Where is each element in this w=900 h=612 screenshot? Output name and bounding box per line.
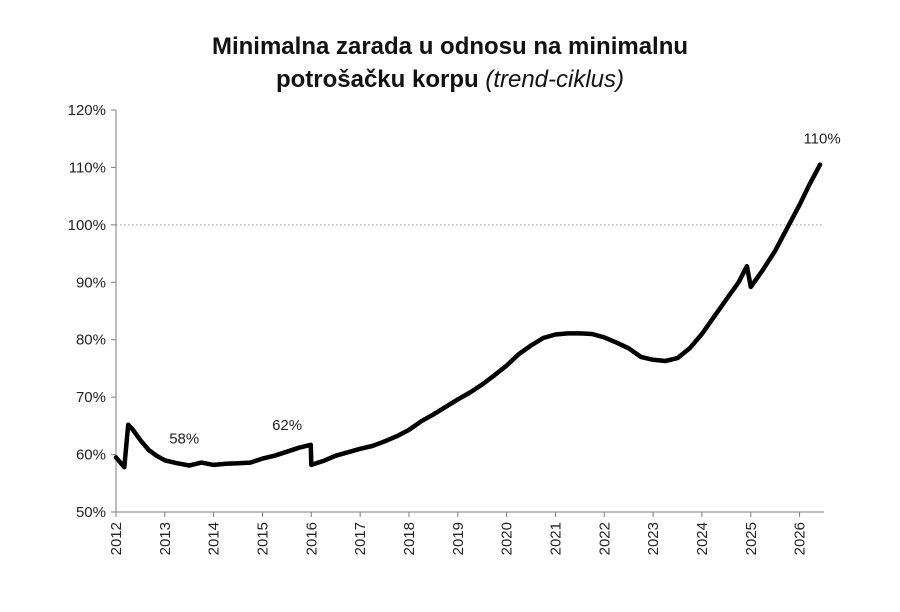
x-tick-label: 2020 — [499, 522, 516, 555]
chart-title-line1: Minimalna zarada u odnosu na minimalnu — [211, 33, 689, 60]
chart-title-line2: potrošačku korpu (trend-ciklus) — [0, 63, 900, 96]
x-tick-label: 2025 — [743, 522, 760, 555]
x-tick-label: 2021 — [547, 522, 564, 555]
series-layer — [113, 162, 823, 470]
x-tick-label: 2017 — [352, 522, 369, 555]
x-tick-label: 2026 — [792, 522, 809, 555]
data-label: 62% — [272, 417, 302, 434]
y-tick-label: 100% — [68, 217, 106, 234]
y-tick-label: 120% — [68, 102, 106, 119]
data-label: 110% — [803, 131, 840, 148]
chart-title: Minimalna zarada u odnosu na minimalnu p… — [0, 30, 900, 96]
y-tick-label: 80% — [76, 332, 106, 349]
axes: 50% 60% 70% 80% 90% 100% 110% 120% 2012 2013 2014 2… — [68, 102, 824, 555]
x-tick-label: 2023 — [645, 522, 662, 555]
y-tick-label: 50% — [76, 504, 106, 521]
data-label: 58% — [169, 430, 199, 447]
x-tick-label: 2019 — [450, 522, 467, 555]
x-tick-label: 2024 — [694, 522, 711, 555]
annotations: 58% 62% 110% — [169, 131, 841, 448]
x-tick-label: 2012 — [108, 522, 125, 555]
chart-title-italic: (trend-ciklus) — [485, 66, 625, 93]
x-tick-label: 2018 — [401, 522, 418, 555]
x-tick-label: 2015 — [254, 522, 271, 555]
y-tick-label: 70% — [76, 389, 106, 406]
chart-title-main: potrošačku korpu — [275, 66, 479, 93]
y-tick-label: 110% — [69, 159, 106, 176]
x-tick-label: 2022 — [596, 522, 613, 555]
x-tick-label: 2013 — [157, 522, 174, 555]
x-tick-label: 2014 — [206, 522, 223, 555]
x-tick-label: 2016 — [303, 522, 320, 555]
series-line — [113, 162, 823, 470]
y-tick-label: 90% — [76, 274, 106, 291]
y-tick-label: 60% — [76, 447, 106, 464]
